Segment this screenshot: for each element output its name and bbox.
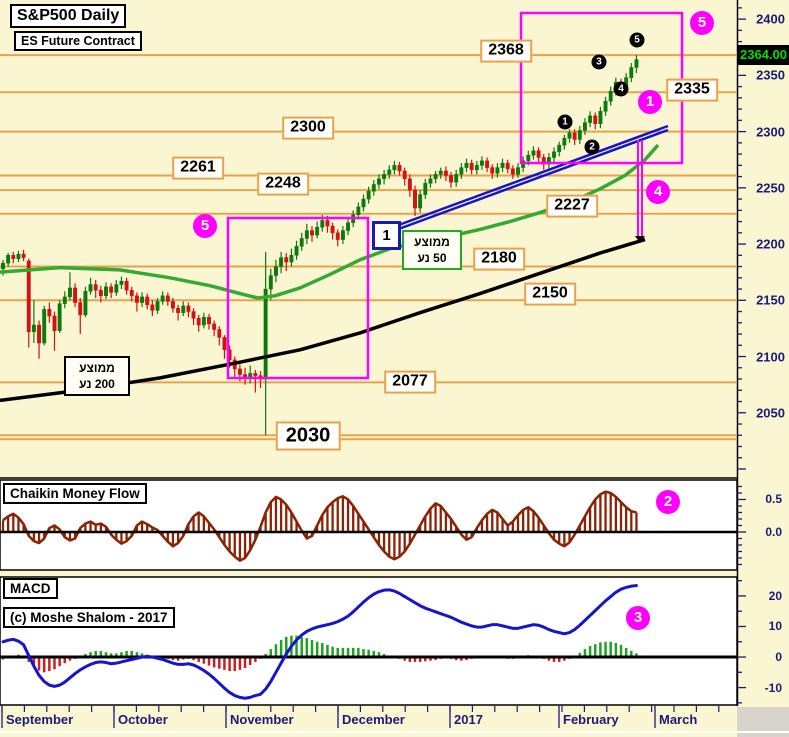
ma200-line (0, 237, 646, 403)
cmf-outline (2, 490, 637, 562)
pattern-box (226, 216, 370, 380)
projection-arrow (635, 236, 645, 243)
macd-line (1, 584, 638, 700)
trendline (384, 124, 669, 232)
pattern-box (519, 11, 684, 165)
trendline (384, 128, 669, 236)
